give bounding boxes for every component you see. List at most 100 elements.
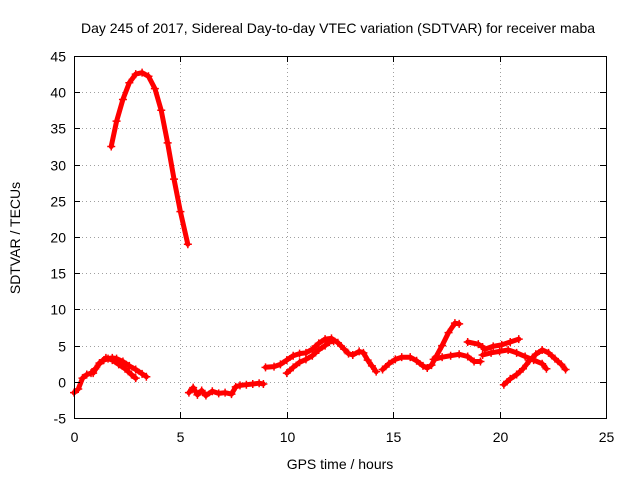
data-point [125, 361, 134, 370]
data-point [101, 353, 110, 362]
data-point [455, 350, 464, 359]
x-tick-label: 0 [71, 429, 79, 445]
x-tick-label: 10 [280, 429, 296, 445]
x-tick-label: 15 [386, 429, 402, 445]
data-point [163, 138, 172, 147]
data-point [499, 380, 508, 389]
y-tick-label: 5 [58, 339, 66, 355]
data-point [142, 372, 151, 381]
data-point [176, 207, 185, 216]
data-point [301, 355, 310, 364]
data-point [355, 347, 364, 356]
y-tick-label: 0 [58, 375, 66, 391]
data-point [261, 363, 270, 372]
data-point [542, 364, 551, 373]
data-point [193, 390, 202, 399]
data-point [391, 355, 400, 364]
series-arc-7 [378, 319, 464, 374]
data-point [495, 347, 504, 356]
data-point [438, 341, 447, 350]
data-point [538, 345, 547, 354]
data-point [427, 361, 436, 370]
data-point [363, 356, 372, 365]
data-point [121, 364, 130, 373]
series-arc-4 [184, 379, 268, 400]
data-point [474, 340, 483, 349]
y-tick-label: 20 [50, 230, 66, 246]
data-point [127, 370, 136, 379]
data-point [463, 352, 472, 361]
data-point [183, 240, 192, 249]
data-point [519, 364, 528, 373]
data-point [150, 84, 159, 93]
x-tick-label: 25 [599, 429, 615, 445]
data-point [348, 351, 357, 360]
data-point [406, 353, 415, 362]
data-point [170, 175, 179, 184]
data-point [227, 390, 236, 399]
y-axis-label: SDTVAR / TECUs [7, 182, 23, 294]
data-point [418, 361, 427, 370]
data-point [308, 351, 317, 360]
data-point [89, 369, 98, 378]
y-tick-label: 45 [50, 49, 66, 65]
series-arc-5 [261, 334, 381, 376]
data-point [289, 363, 298, 372]
data-point [463, 337, 472, 346]
data-point [372, 367, 381, 376]
data-point [561, 365, 570, 374]
data-point [487, 348, 496, 357]
data-point [82, 370, 91, 379]
series-layer [70, 68, 570, 400]
data-point [525, 356, 534, 365]
data-point [412, 356, 421, 365]
data-point [504, 345, 513, 354]
data-point [95, 358, 104, 367]
data-point [489, 342, 498, 351]
data-point [384, 359, 393, 368]
series-arc-3 [89, 353, 140, 383]
series-arc-8 [429, 350, 485, 366]
data-point [478, 351, 487, 360]
y-tick-label: 15 [50, 266, 66, 282]
data-point [197, 386, 206, 395]
data-point [550, 354, 559, 363]
data-point [397, 353, 406, 362]
data-point [455, 319, 464, 328]
data-point [282, 356, 291, 365]
data-point [344, 349, 353, 358]
data-point [314, 345, 323, 354]
data-point [497, 340, 506, 349]
data-point [118, 95, 127, 104]
data-point [429, 355, 438, 364]
data-point [512, 370, 521, 379]
y-tick-label: 30 [50, 158, 66, 174]
series-arc-1 [107, 68, 192, 249]
data-point [359, 348, 368, 357]
data-point [189, 383, 198, 392]
data-point [107, 142, 116, 151]
data-point [367, 361, 376, 370]
data-point [514, 335, 523, 344]
data-point [270, 362, 279, 371]
data-point [231, 382, 240, 391]
data-point [295, 358, 304, 367]
data-point [480, 345, 489, 354]
data-point [201, 391, 210, 400]
data-point [276, 360, 285, 369]
data-point [506, 374, 515, 383]
data-point [131, 374, 140, 383]
data-point [144, 72, 153, 81]
data-point [321, 341, 330, 350]
x-tick-label: 20 [493, 429, 509, 445]
data-point [544, 348, 553, 357]
data-point [438, 353, 447, 362]
data-point [259, 379, 268, 388]
data-point [184, 388, 193, 397]
data-point [557, 360, 566, 369]
data-point [446, 351, 455, 360]
data-point [289, 351, 298, 360]
